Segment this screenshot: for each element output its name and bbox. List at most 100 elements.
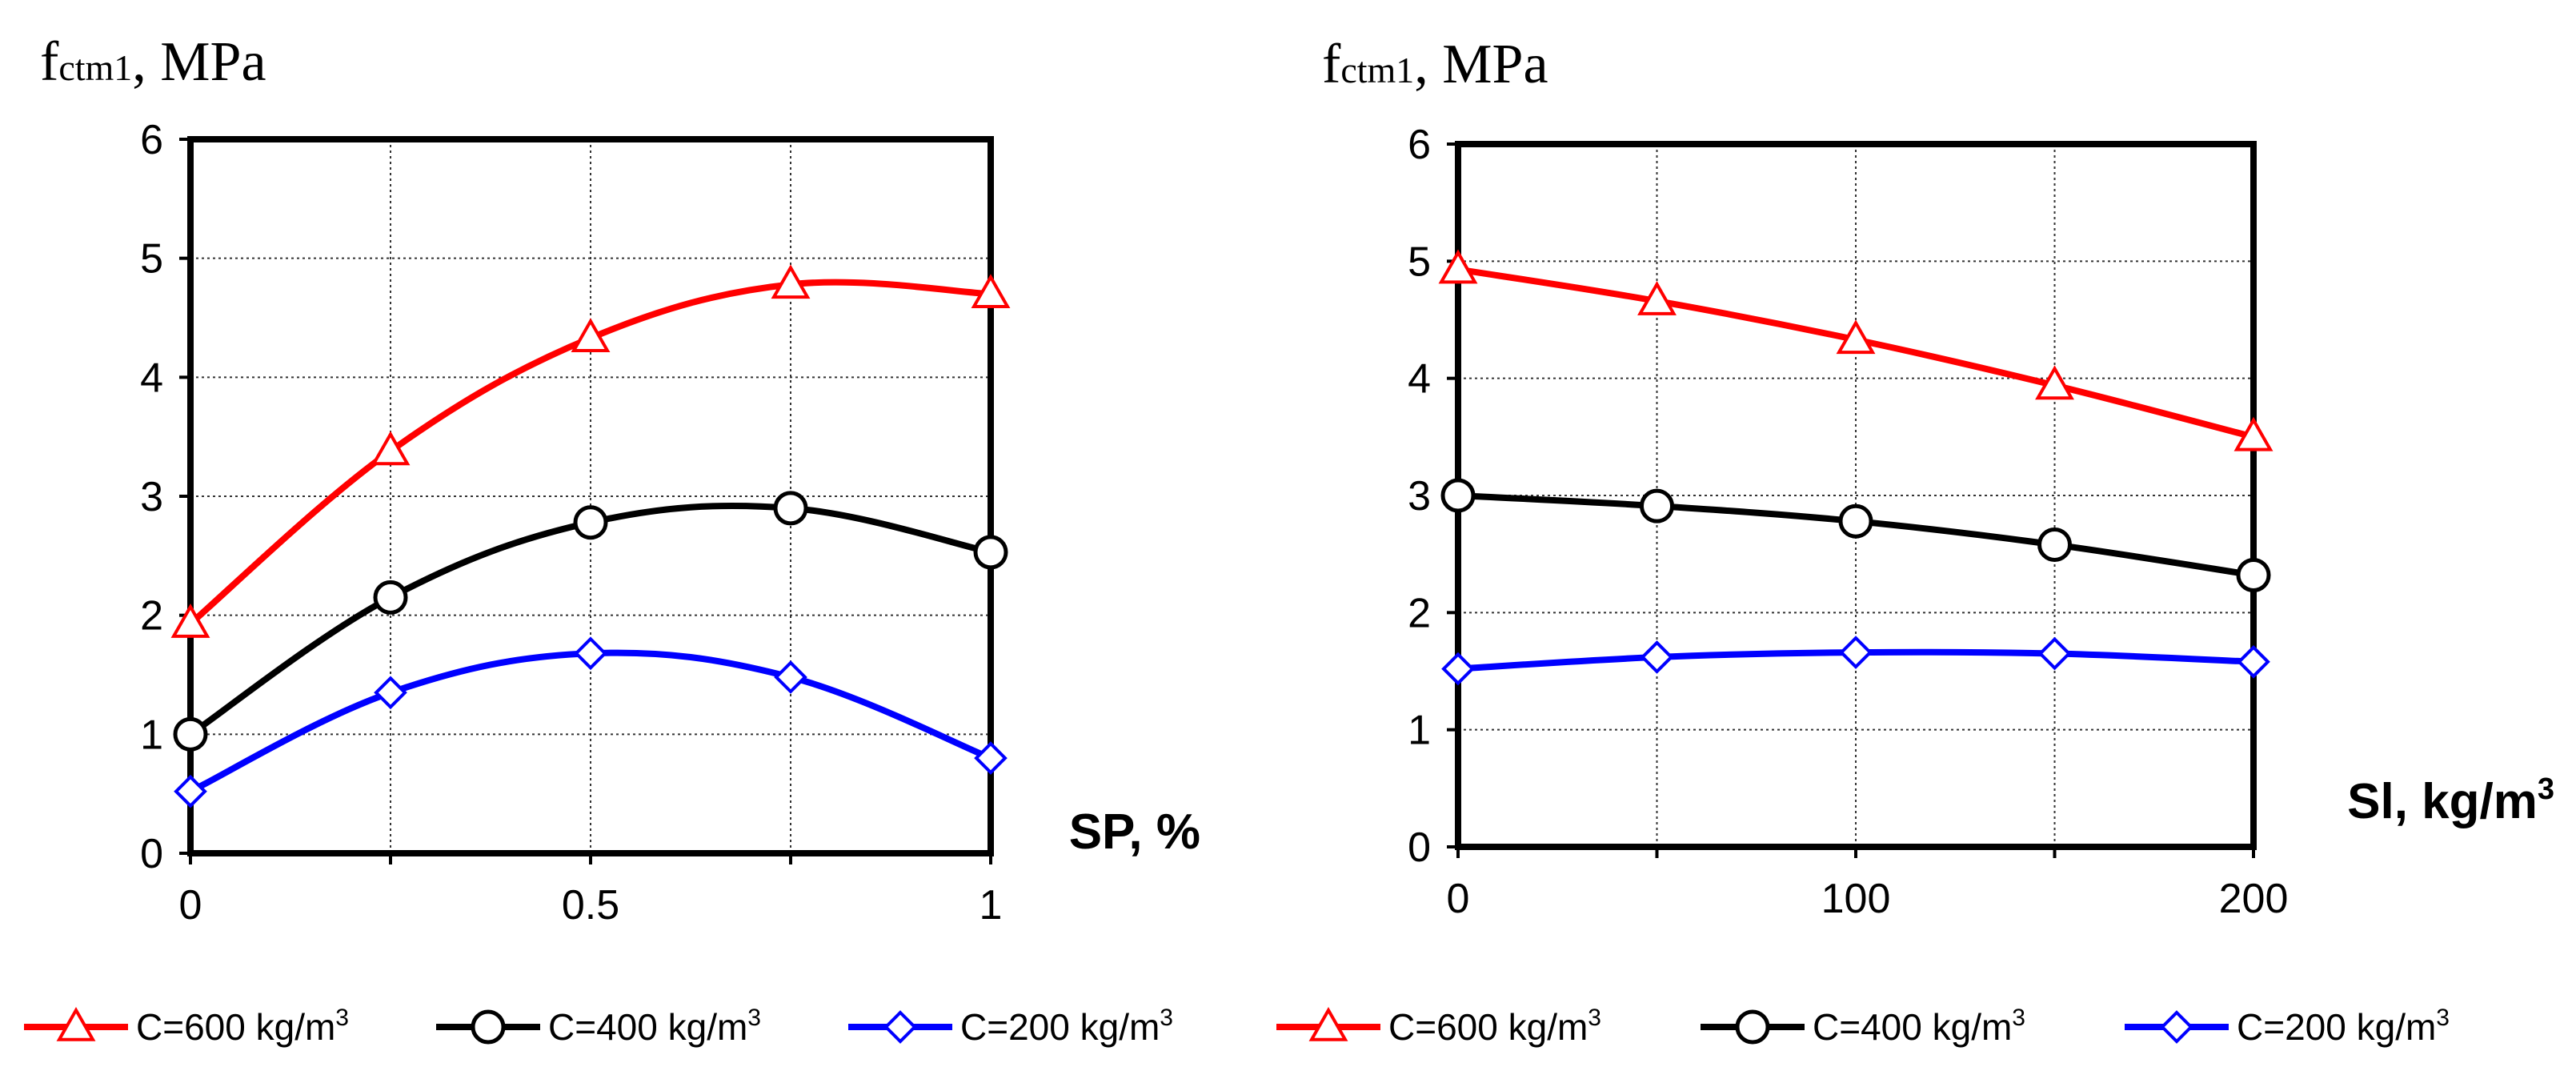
legend-label: C=400 kg/m3 — [1813, 1005, 2025, 1048]
y-tick-label: 3 — [140, 474, 163, 520]
legend-marker-diamond — [2160, 1010, 2193, 1044]
x-axis-label: SP, % — [1069, 804, 1200, 860]
legend-label-text: C=600 kg/m — [136, 1006, 335, 1048]
data-point-diamond — [174, 774, 207, 808]
series-diamond — [1441, 636, 2270, 686]
legend-entry: C=400 kg/m3 — [1701, 1005, 2025, 1048]
y-tick-label: 1 — [1408, 708, 1431, 754]
legend-label-text: C=200 kg/m — [960, 1006, 1160, 1048]
data-point-circle — [2037, 527, 2072, 562]
legend-label-sup: 3 — [2012, 1005, 2025, 1031]
gridlines — [190, 139, 991, 853]
data-point-diamond — [1441, 652, 1475, 686]
y-tick-label: 5 — [1408, 239, 1431, 285]
series-circle — [173, 491, 1008, 752]
series-triangle — [170, 264, 1011, 638]
data-point-triangle — [971, 274, 1011, 309]
x-tick-label: 0 — [179, 882, 202, 929]
legend-label-text: C=200 kg/m — [2237, 1006, 2436, 1048]
legend-label: C=200 kg/m3 — [2237, 1005, 2450, 1048]
data-point-diamond — [574, 636, 607, 671]
series-triangle — [1438, 249, 2274, 451]
y-axis-label: fctm1, MPa — [1322, 34, 1548, 95]
data-point-diamond — [774, 660, 807, 694]
x-axis-label-main: Sl, kg/m — [2347, 774, 2538, 829]
data-point-circle — [2236, 558, 2271, 593]
legend-marker-diamond — [883, 1010, 917, 1044]
data-point-triangle — [1836, 319, 1876, 355]
x-tick-label: 0.5 — [562, 882, 619, 929]
data-point-triangle — [2233, 416, 2274, 451]
legend: C=600 kg/m3 C=400 kg/m3 C=200 kg/m3 — [24, 1005, 1173, 1048]
data-point-diamond — [374, 676, 407, 710]
legend-label-sup: 3 — [1588, 1005, 1601, 1031]
y-tick-label: 6 — [1408, 122, 1431, 168]
data-point-circle — [773, 491, 808, 526]
y-axis-label-main: f — [40, 31, 59, 93]
legend-label-sup: 3 — [747, 1005, 761, 1031]
y-axis-label-unit: , MPa — [132, 31, 266, 93]
legend-label-sup: 3 — [335, 1005, 349, 1031]
data-point-circle — [573, 505, 608, 540]
series-circle — [1440, 478, 2271, 593]
legend-entry: C=600 kg/m3 — [1276, 1005, 1601, 1048]
data-point-circle — [1640, 488, 1674, 523]
legend-marker-triangle — [1308, 1006, 1348, 1041]
data-point-triangle — [771, 264, 811, 299]
y-tick-label: 1 — [140, 712, 163, 758]
data-point-circle — [1440, 478, 1476, 513]
legend-entry: C=200 kg/m3 — [848, 1005, 1173, 1048]
x-tick-label: 100 — [1821, 876, 1891, 922]
legend-label-sup: 3 — [1160, 1005, 1173, 1031]
y-axis-label-sub: ctm1 — [58, 47, 132, 88]
data-point-circle — [1838, 503, 1873, 539]
legend-label-text: C=400 kg/m — [548, 1006, 747, 1048]
data-point-triangle — [1637, 281, 1677, 315]
data-point-triangle — [1438, 249, 1478, 284]
x-axis-label-main: SP, % — [1069, 804, 1200, 860]
y-tick-label: 2 — [140, 593, 163, 640]
data-point-diamond — [2037, 636, 2072, 671]
data-point-diamond — [1640, 640, 1674, 674]
x-tick-label: 0 — [1447, 876, 1470, 922]
data-point-diamond — [2237, 644, 2270, 679]
legend-label-text: C=400 kg/m — [1813, 1006, 2012, 1048]
y-axis-label-unit: , MPa — [1414, 34, 1548, 95]
data-point-diamond — [1839, 636, 1873, 669]
data-point-triangle — [170, 604, 210, 638]
legend-label: C=600 kg/m3 — [136, 1005, 349, 1048]
legend-entry: C=600 kg/m3 — [24, 1005, 349, 1048]
y-axis-label-main: f — [1322, 34, 1341, 95]
series-diamond — [174, 636, 1008, 808]
legend-marker-circle — [1735, 1009, 1770, 1045]
data-point-triangle — [571, 318, 611, 353]
y-tick-label: 2 — [1408, 590, 1431, 636]
legend: C=600 kg/m3 C=400 kg/m3 C=200 kg/m3 — [1276, 1005, 2450, 1048]
legend-marker-triangle — [56, 1006, 96, 1041]
y-tick-label: 6 — [140, 117, 163, 163]
legend-label: C=200 kg/m3 — [960, 1005, 1173, 1048]
y-tick-label: 5 — [140, 236, 163, 283]
data-point-triangle — [371, 431, 411, 466]
x-axis-label: Sl, kg/m3 — [2347, 772, 2554, 829]
x-axis-label-sup: 3 — [2538, 772, 2554, 806]
legend-label-text: C=600 kg/m — [1388, 1006, 1588, 1048]
x-tick-label: 1 — [980, 882, 1003, 929]
y-tick-label: 3 — [1408, 473, 1431, 519]
data-point-circle — [373, 580, 408, 615]
y-tick-label: 0 — [140, 831, 163, 877]
x-tick-label: 200 — [2219, 876, 2289, 922]
legend-label-sup: 3 — [2436, 1005, 2450, 1031]
y-axis-label: fctm1, MPa — [40, 31, 266, 93]
data-point-circle — [173, 716, 208, 752]
y-axis-label-sub: ctm1 — [1340, 50, 1414, 90]
legend-label: C=400 kg/m3 — [548, 1005, 761, 1048]
legend-marker-circle — [471, 1009, 506, 1045]
legend-entry: C=400 kg/m3 — [436, 1005, 761, 1048]
y-tick-label: 4 — [1408, 356, 1431, 403]
gridlines — [1458, 144, 2253, 847]
legend-entry: C=200 kg/m3 — [2125, 1005, 2450, 1048]
data-point-diamond — [974, 741, 1008, 775]
